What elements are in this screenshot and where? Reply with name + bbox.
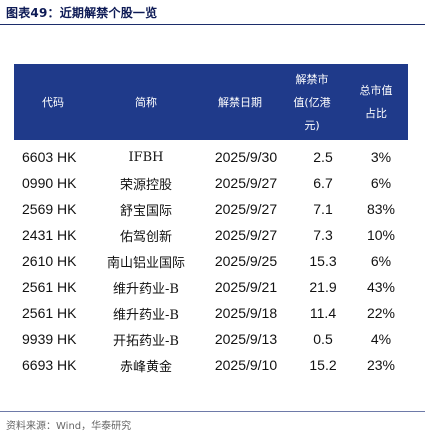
cell-ratio: 4%	[370, 331, 392, 347]
cell-value: 15.3	[309, 253, 337, 269]
cell-name: 维升药业-B	[113, 281, 179, 297]
table-header: 代码 简称 解禁日期 解禁市 值(亿港 元) 总市值 占比	[14, 64, 408, 140]
cell-value: 7.3	[313, 227, 333, 243]
table-row: 2610 HK 南山铝业国际 2025/9/25 15.3 6%	[14, 248, 408, 274]
table-row: 9939 HK 开拓药业-B 2025/9/13 0.5 4%	[14, 326, 408, 352]
table-row: 2431 HK 佑驾创新 2025/9/27 7.3 10%	[14, 222, 408, 248]
cell-ratio: 83%	[366, 201, 396, 217]
header-date: 解禁日期	[218, 95, 262, 109]
unlock-table: 代码 简称 解禁日期 解禁市 值(亿港 元) 总市值 占比 6603 HK IF…	[14, 64, 408, 378]
header-name: 简称	[135, 95, 157, 109]
cell-value: 7.1	[313, 201, 333, 217]
cell-date: 2025/9/27	[214, 175, 278, 191]
table-row: 6693 HK 赤峰黄金 2025/9/10 15.2 23%	[14, 352, 408, 378]
cell-ratio: 6%	[370, 253, 392, 269]
table-row: 6603 HK IFBH 2025/9/30 2.5 3%	[14, 144, 408, 170]
cell-code: 9939 HK	[22, 331, 77, 347]
cell-ratio: 22%	[366, 305, 396, 321]
cell-date: 2025/9/18	[214, 305, 278, 321]
footer-divider	[0, 411, 425, 412]
cell-name: 维升药业-B	[113, 307, 179, 323]
cell-code: 2561 HK	[22, 305, 77, 321]
cell-date: 2025/9/10	[214, 357, 278, 373]
cell-code: 2561 HK	[22, 279, 77, 295]
cell-code: 2569 HK	[22, 201, 77, 217]
cell-name: 佑驾创新	[119, 229, 172, 245]
cell-date: 2025/9/30	[214, 149, 278, 165]
cell-date: 2025/9/27	[214, 227, 278, 243]
source-note: 资料来源：Wind，华泰研究	[6, 421, 132, 432]
cell-name: 赤峰黄金	[119, 359, 172, 375]
cell-value: 15.2	[309, 357, 337, 373]
cell-name: 荣源控股	[119, 177, 172, 193]
cell-value: 11.4	[309, 305, 337, 321]
cell-ratio: 6%	[370, 175, 392, 191]
cell-ratio: 10%	[366, 227, 396, 243]
cell-code: 2431 HK	[22, 227, 77, 243]
cell-date: 2025/9/21	[214, 279, 278, 295]
cell-name: IFBH	[128, 149, 164, 165]
cell-value: 2.5	[313, 149, 333, 165]
cell-value: 0.5	[313, 331, 333, 347]
header-unlock-value: 解禁市 值(亿港 元)	[293, 72, 331, 132]
cell-name: 舒宝国际	[119, 203, 172, 219]
cell-date: 2025/9/13	[214, 331, 278, 347]
cell-date: 2025/9/25	[214, 253, 278, 269]
header-ratio: 总市值 占比	[359, 84, 393, 120]
cell-ratio: 43%	[366, 279, 396, 295]
table-row: 2561 HK 维升药业-B 2025/9/21 21.9 43%	[14, 274, 408, 300]
cell-code: 0990 HK	[22, 175, 77, 191]
cell-name: 南山铝业国际	[106, 255, 185, 271]
table-body: 6603 HK IFBH 2025/9/30 2.5 3% 0990 HK 荣源…	[14, 144, 408, 378]
header-code: 代码	[42, 95, 64, 109]
cell-code: 6603 HK	[22, 149, 77, 165]
cell-value: 21.9	[309, 279, 337, 295]
title-divider	[0, 24, 425, 25]
cell-value: 6.7	[313, 175, 333, 191]
cell-ratio: 3%	[370, 149, 392, 165]
figure-title: 图表49：近期解禁个股一览	[6, 6, 158, 20]
table-row: 2561 HK 维升药业-B 2025/9/18 11.4 22%	[14, 300, 408, 326]
cell-date: 2025/9/27	[214, 201, 278, 217]
cell-code: 6693 HK	[22, 357, 77, 373]
cell-code: 2610 HK	[22, 253, 77, 269]
cell-name: 开拓药业-B	[113, 333, 179, 349]
cell-ratio: 23%	[366, 357, 396, 373]
table-row: 2569 HK 舒宝国际 2025/9/27 7.1 83%	[14, 196, 408, 222]
table-row: 0990 HK 荣源控股 2025/9/27 6.7 6%	[14, 170, 408, 196]
